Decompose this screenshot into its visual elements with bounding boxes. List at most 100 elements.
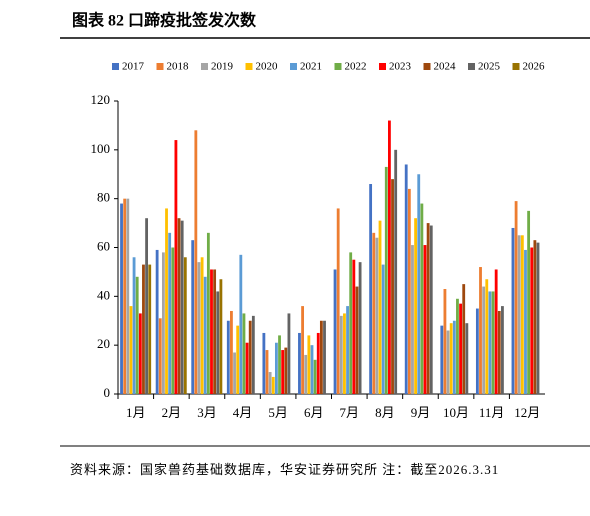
y-tick-label: 20 [97,336,110,351]
source-note: 资料来源：国家兽药基础数据库，华安证券研究所 注：截至2026.3.31 [70,462,500,477]
bar [517,235,521,394]
bar [177,218,181,394]
bar [155,249,159,394]
bar [191,240,195,394]
bar [200,257,204,394]
bar [378,220,382,394]
legend-label: 2018 [167,61,190,73]
legend-label: 2022 [345,61,367,73]
bar [301,306,305,394]
legend-swatch [379,63,386,70]
bar [239,254,243,394]
x-tick-label: 8月 [375,405,395,420]
y-tick-label: 60 [97,238,110,253]
legend-label: 2026 [523,61,546,73]
bar [375,237,379,394]
y-tick-label: 100 [91,141,111,156]
bar [452,320,456,394]
bar [304,354,308,394]
bar [168,232,172,394]
bar [533,240,537,394]
bar [313,359,317,394]
legend-swatch [334,63,342,70]
bar [319,320,323,394]
bar [180,220,184,394]
bar [440,325,444,394]
bar [420,203,424,394]
x-tick-label: 12月 [514,405,540,420]
y-tick-label: 0 [104,385,111,400]
bar [268,372,272,394]
bar [372,232,376,394]
bar [148,264,152,394]
bar [206,232,210,394]
bar [236,325,240,394]
bar [391,179,394,394]
bar [497,310,501,394]
bar [230,310,233,394]
bar [245,342,249,394]
bar [339,315,343,394]
bar [248,320,252,394]
bar [456,298,459,394]
bar [429,225,433,394]
bar [449,323,453,394]
bar [123,198,127,394]
legend-swatch [423,63,431,70]
x-tick-label: 2月 [162,405,182,420]
bar [307,335,311,394]
bar [494,269,498,394]
bar [278,335,281,394]
legend-swatch [468,63,475,70]
legend-swatch [245,63,253,70]
bar [346,306,349,394]
y-tick-label: 40 [97,287,110,302]
bar [265,350,269,394]
bar [349,252,353,394]
bar [129,306,133,394]
bar [355,286,359,394]
bar [216,291,220,394]
bar [333,269,337,394]
bar [298,332,301,394]
bar [491,291,495,394]
bar [358,262,362,394]
bar [287,313,291,394]
bar [404,164,408,394]
bar [219,279,223,394]
bar [323,320,326,394]
bar [203,276,207,394]
bar [142,264,145,394]
bar [316,332,320,394]
x-tick-label: 5月 [268,405,288,420]
legend-swatch [156,63,164,70]
bar [281,350,285,394]
legend-label: 2019 [211,61,234,73]
bar [514,201,518,394]
bar [369,184,373,394]
bar [174,140,178,394]
legend-swatch [512,63,520,70]
bar [423,245,427,394]
bar [446,330,450,394]
bar [145,218,149,394]
bar [388,120,391,395]
legend-label: 2025 [478,61,501,73]
bar [183,257,187,394]
bar [274,342,278,394]
bar [226,320,230,394]
bar [482,286,486,394]
bar [411,245,414,394]
x-tick-label: 10月 [443,405,469,420]
bar [520,235,524,394]
x-tick-label: 6月 [304,405,324,420]
bar [284,347,288,394]
legend-label: 2024 [434,61,457,73]
chart-title: 图表 82 口蹄疫批签发次数 [72,11,257,30]
bar [501,306,504,394]
bar [443,289,447,394]
bar [138,313,142,394]
bar [384,166,388,394]
bar [417,174,421,394]
bar [213,269,217,394]
